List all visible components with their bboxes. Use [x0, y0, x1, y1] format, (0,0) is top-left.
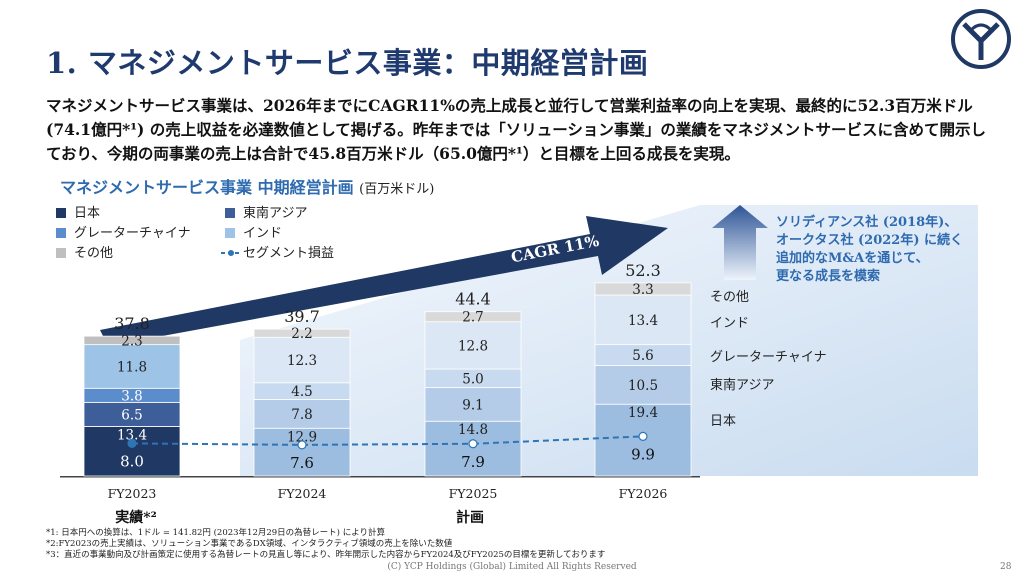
period-label-plan: 計画	[456, 509, 484, 526]
segment-profit-line	[131, 442, 303, 446]
page-number: 28	[1000, 562, 1012, 572]
footnotes: *1: 日本円への換算は、1ドル = 141.82円 (2023年12月29日の…	[46, 528, 605, 561]
company-logo	[951, 9, 1011, 69]
growth-up-arrow-icon	[712, 205, 768, 280]
data-label: 13.4	[117, 427, 147, 443]
data-label: 7.8	[291, 407, 312, 423]
series-label: 日本	[710, 414, 736, 429]
data-label: 4.5	[291, 384, 312, 400]
data-label: 10.5	[628, 378, 658, 394]
total-label: 52.3	[625, 261, 661, 280]
data-label: 12.9	[287, 429, 317, 445]
chart-title: マネジメントサービス事業 中期経営計画 (百万米ドル)	[60, 174, 434, 198]
data-label: 3.3	[632, 282, 653, 298]
data-label: 14.8	[458, 422, 488, 438]
data-label: 12.3	[287, 353, 317, 369]
legend-label: グレーターチャイナ	[74, 226, 191, 241]
x-tick-label: FY2024	[278, 486, 327, 501]
legend-label: セグメント損益	[243, 246, 334, 261]
copyright: (C) YCP Holdings (Global) Limited All Ri…	[387, 562, 637, 572]
segment-profit-label: 9.9	[631, 445, 655, 463]
segment-profit-point	[468, 439, 478, 449]
legend-swatch	[225, 228, 235, 238]
bar-segment	[424, 321, 522, 370]
series-label: その他	[710, 290, 749, 305]
legend-swatch	[56, 248, 66, 258]
data-label: 3.8	[121, 388, 142, 404]
legend-label: その他	[74, 246, 113, 261]
chart-baseline	[60, 476, 700, 478]
total-label: 44.4	[455, 290, 491, 309]
bar-segment	[594, 364, 692, 405]
segment-profit-label: 7.9	[461, 453, 485, 471]
bar-segment	[424, 420, 522, 477]
bar-segment	[83, 401, 181, 427]
series-label: グレーターチャイナ	[710, 350, 827, 365]
data-label: 9.1	[462, 397, 483, 413]
legend-label: 東南アジア	[243, 205, 307, 221]
series-label: 東南アジア	[710, 377, 774, 393]
total-label: 39.7	[284, 307, 320, 326]
period-label-actual: 実績*²	[115, 509, 156, 526]
legend-swatch	[56, 208, 66, 218]
segment-profit-point	[127, 438, 137, 448]
callout-line: 更なる成長を模索	[776, 268, 880, 284]
legend-marker	[228, 250, 234, 256]
footnote: *1: 日本円への換算は、1ドル = 141.82円 (2023年12月29日の…	[46, 528, 386, 538]
bar-segment	[253, 328, 351, 338]
legend-swatch	[225, 208, 235, 218]
data-label: 5.6	[632, 348, 653, 364]
footnote: *3：直近の事業動向及び計画策定に使用する為替レートの見直し等により、昨年開示し…	[46, 550, 606, 560]
callout-line: 追加的なM&Aを通じて、	[776, 250, 929, 266]
data-label: 6.5	[121, 407, 142, 423]
x-tick-label: FY2023	[108, 486, 157, 501]
x-tick-label: FY2026	[619, 486, 668, 501]
segment-profit-label: 8.0	[120, 452, 144, 470]
chart-title-text: マネジメントサービス事業 中期経営計画	[60, 178, 354, 197]
data-label: 13.4	[628, 313, 658, 329]
segment-profit-point	[638, 431, 648, 441]
data-label: 11.8	[117, 359, 147, 375]
page-title: 1. マネジメントサービス事業：中期経営計画	[46, 46, 649, 80]
data-label: 12.8	[458, 338, 488, 354]
bar-segment	[424, 311, 522, 323]
segment-profit-label: 7.6	[290, 454, 314, 472]
callout-line: オークタス社 (2022年) に続く	[776, 232, 963, 248]
bar-segment	[594, 282, 692, 296]
x-tick-label: FY2025	[449, 486, 498, 501]
legend-label: 日本	[74, 206, 100, 221]
data-label: 19.4	[628, 405, 658, 421]
callout-line: ソリディアンス社 (2018年)、	[776, 214, 957, 230]
intro-text: マネジメントサービス事業は、2026年までにCAGR11%の売上成長と並行して営…	[46, 96, 986, 163]
bar-segment	[253, 336, 351, 384]
segment-profit-point	[297, 440, 307, 450]
legend-swatch	[56, 228, 66, 238]
bar-segment	[83, 335, 181, 346]
bar-segment	[594, 294, 692, 346]
data-label: 2.3	[121, 333, 142, 349]
bar-segment	[424, 387, 522, 422]
cagr-arrow	[100, 216, 668, 346]
data-label: 2.7	[462, 310, 483, 326]
legend-label: インド	[243, 226, 282, 241]
chart-unit: (百万米ドル)	[359, 182, 435, 197]
segment-profit-line	[301, 442, 474, 446]
total-label: 37.8	[114, 314, 150, 333]
series-label: インド	[710, 316, 749, 331]
data-label: 2.2	[291, 326, 312, 342]
segment-profit-line	[472, 435, 644, 445]
footnote: *2:FY2023の売上実績は、ソリューション事業であるDX領域、インタラクティ…	[46, 539, 453, 549]
data-label: 5.0	[462, 371, 483, 387]
